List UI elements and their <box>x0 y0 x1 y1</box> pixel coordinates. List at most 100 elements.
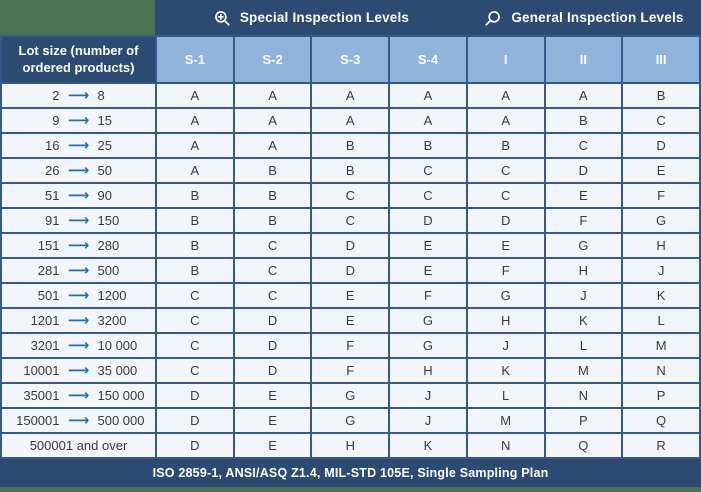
code-letter-cell: A <box>232 132 313 159</box>
lot-size-range: 9 ⟶ 15 <box>0 107 157 134</box>
lot-size-range: 501 ⟶ 1200 <box>0 282 157 309</box>
lot-size-from: 281 <box>37 263 60 278</box>
lot-size-to: 1200 <box>97 288 127 303</box>
code-letter-cell: D <box>465 207 546 234</box>
lot-size-from: 3201 <box>30 338 60 353</box>
code-letter-table: Lot size (number of ordered products) S-… <box>0 35 701 459</box>
standards-footer: ISO 2859-1, ANSI/ASQ Z1.4, MIL-STD 105E,… <box>0 459 701 487</box>
code-letter-cell: Q <box>621 407 701 434</box>
table-row: 150001 ⟶ 500 000 D E G J M P Q <box>0 407 701 434</box>
table-row: 9 ⟶ 15 A A A A A B C <box>0 107 701 134</box>
code-letter-cell: G <box>310 407 391 434</box>
lot-size-from: 91 <box>45 213 60 228</box>
code-letter-cell: E <box>621 157 701 184</box>
code-letter-cell: G <box>388 332 468 359</box>
lot-size-to: 25 <box>97 138 112 153</box>
lot-size-to: 90 <box>97 188 112 203</box>
arrow-right-icon: ⟶ <box>67 337 90 354</box>
arrow-right-icon: ⟶ <box>67 162 90 179</box>
arrow-right-icon: ⟶ <box>67 262 90 279</box>
code-letter-cell: L <box>465 382 546 409</box>
code-letter-cell: E <box>543 182 624 209</box>
table-row: 151 ⟶ 280 B C D E E G H <box>0 232 701 259</box>
code-letter-cell: B <box>543 107 624 134</box>
code-letter-cell: Q <box>543 432 624 459</box>
arrow-right-icon: ⟶ <box>67 387 90 404</box>
column-header-S-4: S-4 <box>388 35 468 84</box>
code-letter-cell: G <box>388 307 468 334</box>
column-header-III: III <box>621 35 701 84</box>
code-letter-cell: J <box>465 332 546 359</box>
code-letter-cell: C <box>155 307 235 334</box>
lot-size-range: 1201 ⟶ 3200 <box>0 307 157 334</box>
lot-size-to: 15 <box>97 113 112 128</box>
code-letter-cell: J <box>543 282 624 309</box>
lot-size-range: 151 ⟶ 280 <box>0 232 157 259</box>
code-letter-cell: D <box>621 132 701 159</box>
code-letter-cell: D <box>155 407 235 434</box>
code-letter-cell: B <box>388 132 468 159</box>
code-letter-cell: B <box>621 82 701 109</box>
code-letter-cell: E <box>310 307 391 334</box>
code-letter-cell: F <box>543 207 624 234</box>
special-inspection-label: Special Inspection Levels <box>239 10 410 25</box>
code-letter-cell: L <box>621 307 701 334</box>
code-letter-cell: L <box>543 332 624 359</box>
code-letter-cell: K <box>621 282 701 309</box>
lot-size-to: 500 <box>97 263 120 278</box>
arrow-right-icon: ⟶ <box>67 112 90 129</box>
zoom-in-icon <box>213 9 231 27</box>
code-letter-cell: A <box>543 82 624 109</box>
code-letter-cell: H <box>388 357 468 384</box>
lot-size-to: 35 000 <box>97 363 138 378</box>
lot-size-range: 281 ⟶ 500 <box>0 257 157 284</box>
code-letter-cell: A <box>310 82 391 109</box>
table-row: 501 ⟶ 1200 C C E F G J K <box>0 282 701 309</box>
column-header-II: II <box>543 35 624 84</box>
table-row: 500001 and over D E H K N Q R <box>0 432 701 459</box>
lot-size-from: 10001 <box>23 363 60 378</box>
lot-size-from: 151 <box>37 238 60 253</box>
lot-size-to: 3200 <box>97 313 127 328</box>
code-letter-cell: K <box>543 307 624 334</box>
code-letter-cell: G <box>310 382 391 409</box>
code-letter-cell: H <box>465 307 546 334</box>
lot-size-to: 500 000 <box>97 413 145 428</box>
code-letter-cell: C <box>465 157 546 184</box>
arrow-right-icon: ⟶ <box>67 87 90 104</box>
code-letter-cell: E <box>388 257 468 284</box>
general-inspection-label: General Inspection Levels <box>511 10 684 25</box>
lot-size-to: 10 000 <box>97 338 138 353</box>
code-letter-cell: D <box>155 382 235 409</box>
lot-size-from: 26 <box>45 163 60 178</box>
code-letter-cell: H <box>310 432 391 459</box>
code-letter-cell: D <box>232 332 313 359</box>
special-inspection-header: Special Inspection Levels <box>155 9 467 27</box>
lot-size-range: 3201 ⟶ 10 000 <box>0 332 157 359</box>
code-letter-cell: B <box>155 207 235 234</box>
code-letter-cell: F <box>310 357 391 384</box>
lot-size-to: 150 000 <box>97 388 145 403</box>
code-letter-cell: A <box>310 107 391 134</box>
lot-size-range: 51 ⟶ 90 <box>0 182 157 209</box>
lot-size-from: 16 <box>45 138 60 153</box>
lot-size-from: 150001 <box>16 413 60 428</box>
inspection-levels-header-band: Special Inspection Levels General Inspec… <box>0 0 701 35</box>
table-row: 91 ⟶ 150 B B C D D F G <box>0 207 701 234</box>
table-row: 35001 ⟶ 150 000 D E G J L N P <box>0 382 701 409</box>
lot-size-range: 150001 ⟶ 500 000 <box>0 407 157 434</box>
code-letter-cell: R <box>621 432 701 459</box>
lot-size-range: 500001 and over <box>0 432 157 459</box>
code-letter-cell: B <box>232 157 313 184</box>
code-letter-cell: M <box>543 357 624 384</box>
lot-size-range: 10001 ⟶ 35 000 <box>0 357 157 384</box>
code-letter-cell: A <box>232 107 313 134</box>
code-letter-cell: P <box>543 407 624 434</box>
table-row: 10001 ⟶ 35 000 C D F H K M N <box>0 357 701 384</box>
code-letter-cell: B <box>155 257 235 284</box>
code-letter-cell: C <box>465 182 546 209</box>
table-row: 2 ⟶ 8 A A A A A A B <box>0 82 701 109</box>
code-letter-cell: N <box>621 357 701 384</box>
lot-size-from: 35001 <box>23 388 60 403</box>
code-letter-cell: E <box>388 232 468 259</box>
